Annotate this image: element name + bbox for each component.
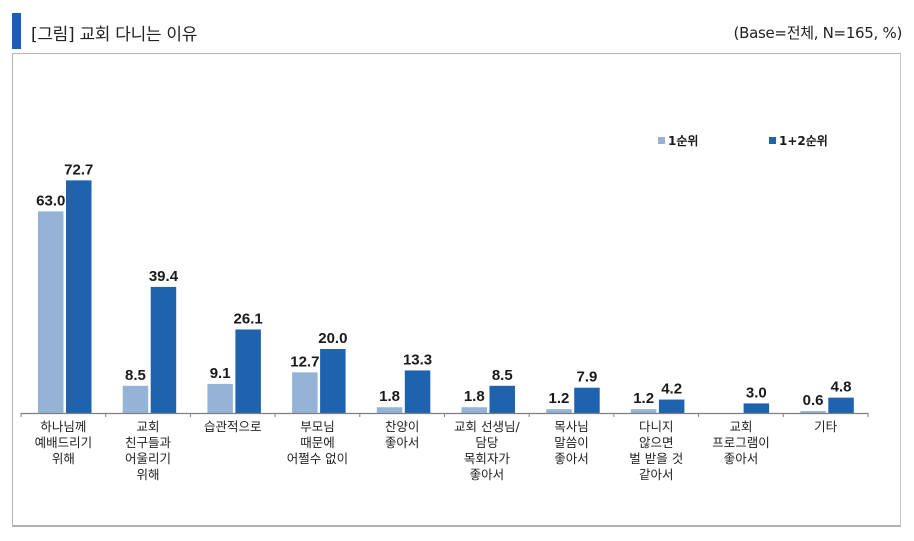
base-note: (Base=전체, N=165, %)	[733, 24, 903, 42]
bar-1st-2nd	[489, 385, 515, 413]
bar-1st-2nd	[743, 403, 770, 413]
data-label: 12.7	[290, 353, 319, 370]
bar-1st-2nd	[404, 370, 431, 413]
data-labels: 63.0 72.7 8.5 39.4 9.1 26.1 12.7 20.0 1.8 13.3 1.8…	[36, 161, 851, 409]
category-label: 목회자가	[464, 451, 511, 466]
category-label: 위해	[137, 467, 160, 482]
data-label: 4.2	[661, 381, 682, 398]
bar-1st	[376, 407, 403, 413]
bar-1st	[630, 409, 657, 413]
category-label: 교회	[729, 419, 752, 434]
legend-swatch-1st-2nd	[769, 137, 776, 144]
data-label: 1.8	[464, 388, 485, 405]
bar-1st-2nd	[150, 286, 177, 413]
category-label: 부모님	[300, 419, 335, 434]
data-label: 1.8	[379, 388, 400, 405]
title-accent-bar	[12, 13, 21, 49]
data-label: 13.3	[403, 351, 432, 368]
bar-1st	[122, 385, 149, 413]
chart-title: [그림] 교회 다니는 이유	[31, 25, 198, 45]
category-label: 프로그램이	[712, 435, 770, 450]
category-label: 위해	[52, 451, 75, 466]
data-label: 0.6	[803, 392, 824, 409]
bar-1st-2nd	[574, 387, 600, 413]
category-label: 좋아서	[470, 467, 505, 482]
bar-1st	[461, 407, 487, 413]
bar-1st-2nd	[320, 349, 346, 413]
category-label: 목사님	[554, 419, 589, 434]
bar-1st-2nd	[658, 399, 685, 413]
data-label: 72.7	[64, 161, 93, 178]
category-label: 교회	[137, 419, 160, 434]
category-label: 벌 받을 것	[629, 451, 683, 466]
category-label: 어울리기	[125, 451, 171, 466]
data-label: 8.5	[125, 367, 146, 384]
category-label: 않으면	[639, 435, 674, 450]
data-label: 4.8	[831, 379, 852, 396]
legend-label-1st: 1순위	[668, 134, 698, 148]
category-label: 예배드리기	[35, 435, 93, 450]
category-label: 교회 선생님/	[454, 419, 520, 434]
bar-1st-2nd	[828, 397, 854, 413]
category-label: 하나님께	[40, 419, 86, 434]
bar-1st	[546, 409, 572, 413]
data-label: 39.4	[149, 268, 179, 285]
data-label: 63.0	[36, 192, 65, 209]
data-label: 3.0	[746, 384, 767, 401]
legend-swatch-1st	[658, 137, 665, 144]
bar-1st-2nd	[66, 180, 92, 413]
category-label: 좋아서	[385, 435, 420, 450]
category-label: 다니지	[639, 419, 674, 434]
x-axis	[20, 412, 869, 417]
data-label: 7.9	[577, 369, 598, 386]
data-label: 26.1	[234, 310, 263, 327]
category-label: 찬양이	[385, 419, 420, 434]
legend-label-1st-2nd: 1+2순위	[779, 134, 828, 148]
data-label: 1.2	[549, 390, 570, 407]
category-label: 친구들과	[125, 435, 172, 450]
category-label: 좋아서	[724, 451, 759, 466]
bar-1st	[800, 411, 826, 413]
category-label: 때문에	[300, 435, 335, 450]
category-label: 같아서	[639, 467, 674, 482]
data-label: 20.0	[318, 330, 347, 347]
category-label: 습관적으로	[204, 419, 262, 434]
bars-group	[38, 180, 854, 413]
category-label: 어쩔수 없이	[287, 451, 348, 466]
bar-1st	[207, 383, 233, 413]
bar-1st-2nd	[235, 329, 261, 413]
data-label: 9.1	[210, 365, 231, 382]
category-label: 기타	[814, 419, 838, 434]
data-label: 8.5	[492, 367, 513, 384]
legend: 1순위 1+2순위	[658, 134, 828, 148]
bar-1st	[38, 211, 64, 413]
chart-frame	[12, 53, 901, 527]
bar-1st	[292, 372, 318, 413]
data-label: 1.2	[633, 390, 654, 407]
category-label: 좋아서	[554, 451, 589, 466]
category-label: 담당	[475, 435, 499, 450]
category-label: 말씀이	[554, 435, 589, 450]
